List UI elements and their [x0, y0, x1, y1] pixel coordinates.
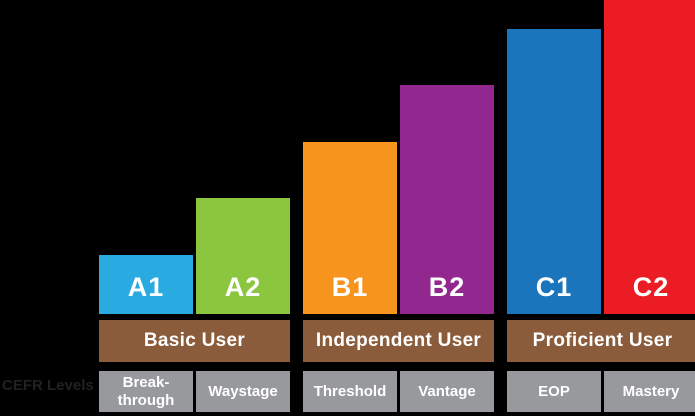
descriptor-eop: EOP: [507, 371, 601, 412]
descriptor-mastery: Mastery: [604, 371, 695, 412]
bar-c1: C1: [507, 29, 601, 314]
band-label-independent-user: Independent User: [315, 330, 482, 351]
band-label-proficient-user: Proficient User: [532, 330, 673, 351]
descriptor-label-breakthrough: Break- through: [117, 374, 175, 409]
band-independent-user: Independent User: [303, 320, 494, 362]
bar-b2: B2: [400, 85, 494, 314]
bar-label-b1: B1: [331, 272, 369, 302]
descriptor-label-waystage: Waystage: [208, 382, 278, 400]
band-label-basic-user: Basic User: [143, 330, 246, 351]
descriptor-label-eop: EOP: [538, 382, 570, 400]
descriptor-waystage: Waystage: [196, 371, 290, 412]
bar-c2: C2: [604, 0, 695, 314]
axis-label-cefr-levels: CEFR Levels: [2, 377, 94, 394]
bar-label-c1: C1: [535, 272, 573, 302]
bar-label-a2: A2: [224, 272, 262, 302]
bar-a1: A1: [99, 255, 193, 314]
descriptor-label-vantage: Vantage: [418, 382, 476, 400]
descriptor-label-mastery: Mastery: [622, 382, 680, 400]
bar-a2: A2: [196, 198, 290, 314]
bar-label-a1: A1: [127, 272, 165, 302]
descriptor-breakthrough: Break- through: [99, 371, 193, 412]
band-proficient-user: Proficient User: [507, 320, 695, 362]
descriptor-vantage: Vantage: [400, 371, 494, 412]
bar-b1: B1: [303, 142, 397, 314]
bar-label-c2: C2: [632, 272, 670, 302]
band-basic-user: Basic User: [99, 320, 290, 362]
bar-label-b2: B2: [428, 272, 466, 302]
descriptor-threshold: Threshold: [303, 371, 397, 412]
descriptor-label-threshold: Threshold: [313, 382, 387, 400]
